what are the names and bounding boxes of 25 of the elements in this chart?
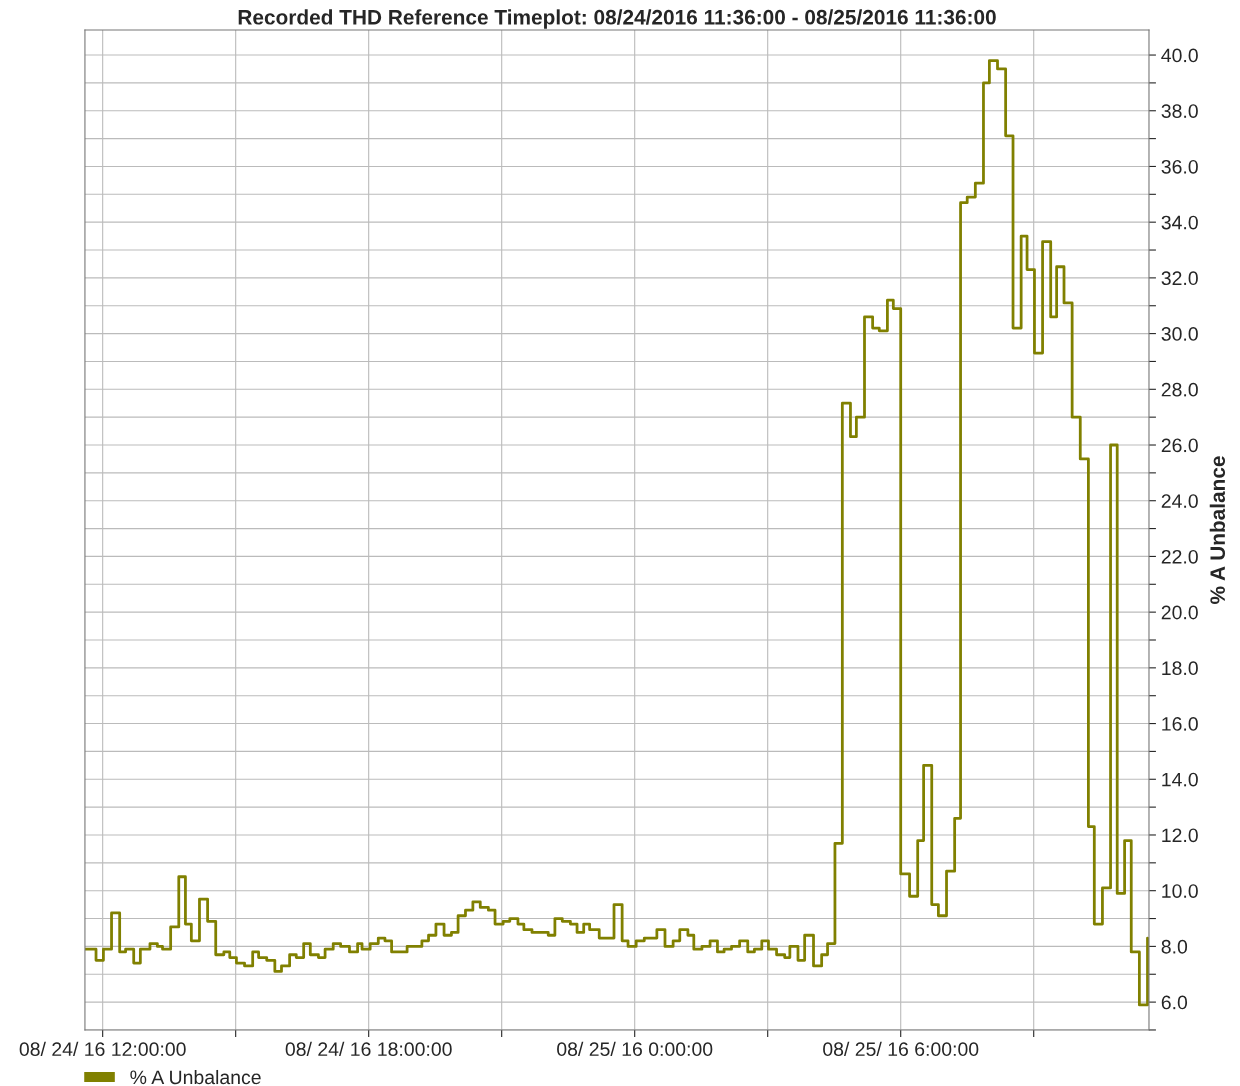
- y-tick-label: 32.0: [1161, 271, 1198, 286]
- y-tick-label: 28.0: [1161, 382, 1198, 397]
- y-axis-title: % A Unbalance: [1209, 456, 1226, 604]
- x-tick-label: 08/ 25/ 16 0:00:00: [557, 1041, 713, 1057]
- chart-title: Recorded THD Reference Timeplot: 08/24/2016 11:36:00 - 08/25/2016 11:36:00: [238, 9, 996, 29]
- y-tick-label: 22.0: [1161, 549, 1198, 564]
- y-tick-label: 24.0: [1161, 494, 1198, 508]
- y-tick-label: 36.0: [1161, 159, 1198, 174]
- y-tick-label: 40.0: [1161, 48, 1198, 63]
- x-tick-label: 08/ 24/ 16 12:00:00: [19, 1041, 186, 1057]
- y-tick-label: 30.0: [1161, 327, 1198, 341]
- y-tick-label: 26.0: [1161, 438, 1198, 453]
- y-tick-label: 16.0: [1162, 717, 1198, 731]
- y-tick-label: 8.0: [1161, 939, 1188, 954]
- y-tick-label: 12.0: [1162, 828, 1198, 843]
- x-tick-label: 08/ 24/ 16 18:00:00: [285, 1041, 452, 1057]
- legend-label: % A Unbalance: [130, 1069, 261, 1085]
- y-tick-label: 20.0: [1161, 605, 1198, 620]
- x-tick-label: 08/ 25/ 16 6:00:00: [823, 1041, 979, 1057]
- y-tick-label: 34.0: [1161, 215, 1198, 230]
- y-tick-label: 10.0: [1162, 884, 1198, 898]
- y-tick-label: 14.0: [1162, 772, 1198, 787]
- y-tick-label: 6.0: [1161, 995, 1188, 1010]
- y-tick-label: 38.0: [1161, 104, 1198, 118]
- y-tick-label: 18.0: [1162, 661, 1198, 676]
